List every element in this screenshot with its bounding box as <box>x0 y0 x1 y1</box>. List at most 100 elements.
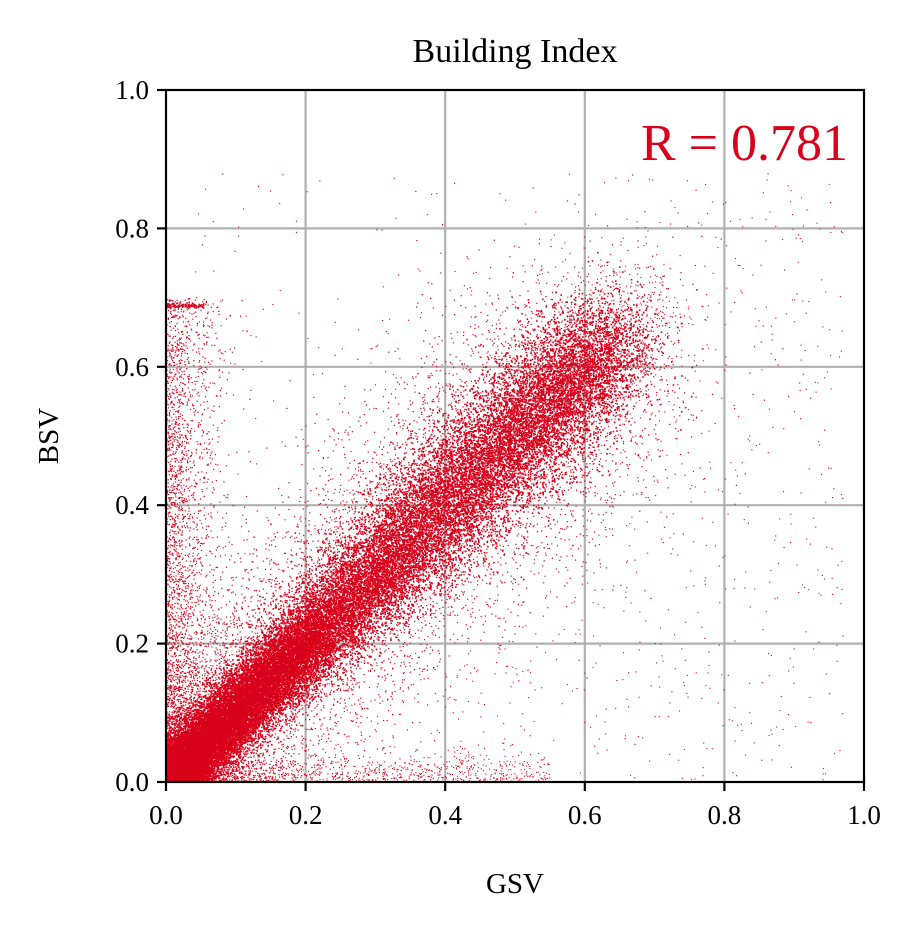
scatter-point <box>462 386 465 388</box>
scatter-point <box>242 708 244 710</box>
scatter-point <box>565 422 567 424</box>
scatter-point <box>495 421 498 423</box>
scatter-point <box>321 664 323 666</box>
scatter-point <box>407 468 409 471</box>
scatter-point <box>498 375 500 378</box>
scatter-point <box>421 490 424 493</box>
scatter-point <box>407 534 410 537</box>
scatter-point <box>528 478 531 481</box>
scatter-point <box>434 572 436 574</box>
scatter-point <box>484 429 487 432</box>
scatter-point <box>583 359 585 362</box>
scatter-point <box>283 632 286 634</box>
scatter-point <box>593 353 595 356</box>
scatter-point <box>407 490 409 493</box>
scatter-point <box>424 473 427 475</box>
scatter-point <box>607 326 609 329</box>
scatter-point <box>627 365 629 368</box>
scatter-point <box>196 684 198 687</box>
scatter-point <box>465 539 467 542</box>
scatter-point <box>411 508 413 511</box>
scatter-point <box>650 383 653 386</box>
scatter-point <box>373 645 376 648</box>
scatter-point <box>484 381 486 384</box>
scatter-point <box>581 368 584 370</box>
scatter-point <box>538 406 540 408</box>
scatter-point <box>482 468 484 470</box>
scatter-point <box>400 551 403 553</box>
scatter-point <box>603 380 606 382</box>
scatter-point <box>442 560 444 563</box>
scatter-point <box>428 491 431 493</box>
scatter-point <box>486 371 489 374</box>
scatter-point <box>597 398 599 400</box>
scatter-point <box>500 502 503 504</box>
scatter-point <box>501 439 504 441</box>
scatter-point <box>529 370 531 373</box>
scatter-point <box>508 470 511 472</box>
scatter-point <box>594 336 597 338</box>
scatter-point <box>529 375 531 378</box>
scatter-point <box>479 521 482 524</box>
scatter-point <box>566 379 569 382</box>
scatter-point <box>533 497 536 499</box>
scatter-point <box>423 477 426 479</box>
scatter-point <box>365 619 367 621</box>
scatter-point <box>551 348 554 350</box>
scatter-point <box>646 347 648 349</box>
scatter-point <box>505 442 507 445</box>
scatter-point <box>455 556 457 558</box>
scatter-point <box>515 485 517 487</box>
scatter-point <box>502 423 505 426</box>
scatter-point <box>453 482 456 485</box>
scatter-point <box>272 592 274 595</box>
scatter-point <box>444 422 447 424</box>
scatter-point <box>437 478 440 480</box>
scatter-point <box>429 581 431 584</box>
scatter-point <box>424 551 426 553</box>
scatter-point <box>337 584 340 586</box>
scatter-point <box>270 617 272 619</box>
scatter-point <box>229 738 231 740</box>
scatter-point <box>598 397 601 400</box>
scatter-point <box>344 611 346 613</box>
scatter-point <box>542 492 545 495</box>
scatter-point <box>465 460 467 462</box>
scatter-point <box>440 507 442 510</box>
scatter-point <box>533 385 536 388</box>
scatter-point <box>530 433 533 435</box>
scatter-point <box>484 508 486 510</box>
scatter-point <box>564 363 567 366</box>
scatter-point <box>498 464 501 466</box>
scatter-point <box>525 501 528 504</box>
scatter-point <box>470 436 473 438</box>
scatter-point <box>555 398 558 401</box>
scatter-point <box>374 487 377 489</box>
scatter-point <box>398 422 400 424</box>
scatter-point <box>487 415 490 417</box>
scatter-point <box>477 546 479 549</box>
scatter-point <box>506 483 508 485</box>
scatter-point <box>557 445 560 448</box>
scatter-point <box>541 424 544 426</box>
scatter-point <box>410 484 412 487</box>
scatter-point <box>362 533 364 535</box>
scatter-point <box>463 524 465 527</box>
scatter-point <box>369 582 371 584</box>
scatter-point <box>566 361 568 363</box>
scatter-point <box>413 551 416 554</box>
scatter-point <box>469 525 471 528</box>
scatter-point <box>459 499 462 501</box>
scatter-point <box>503 519 506 521</box>
scatter-point <box>543 331 546 334</box>
scatter-point <box>507 352 509 354</box>
scatter-point <box>511 466 513 468</box>
scatter-point <box>588 344 590 347</box>
scatter-point <box>325 632 327 635</box>
scatter-point <box>214 671 217 674</box>
scatter-point <box>293 603 296 606</box>
scatter-point <box>569 413 571 415</box>
scatter-point <box>338 636 341 638</box>
scatter-point <box>577 314 579 316</box>
scatter-point <box>279 701 282 703</box>
